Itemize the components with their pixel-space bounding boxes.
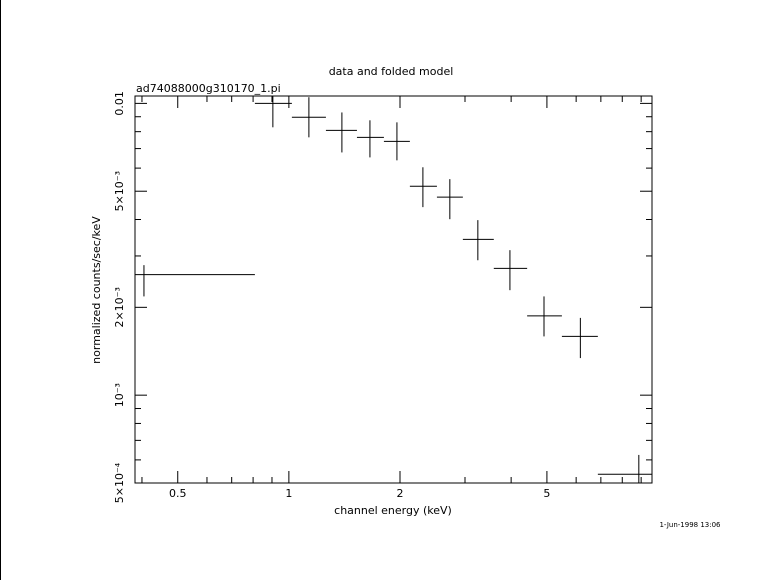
y-tick-label: 2×10⁻³ [113,287,126,327]
y-tick-label: 5×10⁻⁴ [113,462,126,503]
chart-subtitle: ad74088000g310170_1.pi [136,82,281,95]
x-tick-label: 0.5 [169,487,187,500]
x-tick-label: 1 [285,487,292,500]
y-tick-label: 10⁻³ [113,383,126,407]
y-axis-label: normalized counts/sec/keV [90,216,103,364]
x-tick-label: 5 [543,487,550,500]
x-axis-label: channel energy (keV) [334,504,452,517]
y-tick-label: 5×10⁻³ [113,171,126,211]
chart-title: data and folded model [329,65,454,78]
x-tick-label: 2 [397,487,404,500]
footer-date: 1-Jun-1998 13:06 [659,521,721,529]
y-tick-label: 0.01 [113,91,126,116]
plot-frame [134,95,653,484]
plot-area [135,96,652,483]
